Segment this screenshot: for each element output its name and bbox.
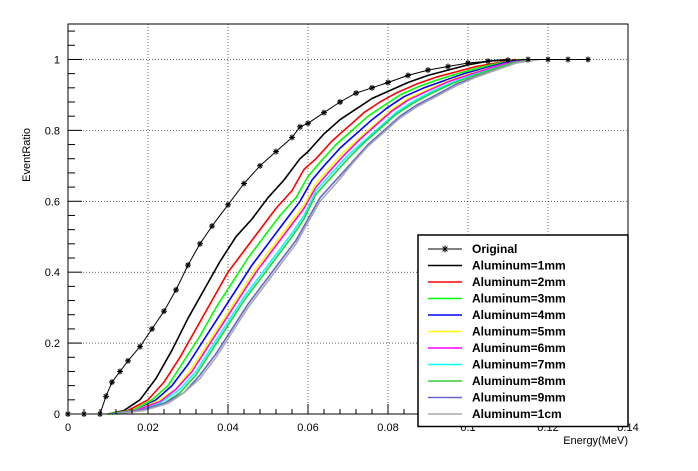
series-point bbox=[289, 134, 295, 141]
series-point bbox=[585, 56, 591, 63]
series-layer bbox=[65, 56, 591, 417]
series-point bbox=[197, 240, 203, 247]
series-line bbox=[107, 58, 521, 415]
series-line bbox=[111, 58, 529, 415]
legend-label: Aluminum=1cm bbox=[472, 407, 562, 421]
y-tick-label: 0.4 bbox=[45, 267, 60, 279]
legend-label: Aluminum=5mm bbox=[472, 325, 566, 339]
series-point bbox=[505, 57, 511, 64]
series-line bbox=[111, 58, 525, 415]
series-point bbox=[565, 56, 571, 63]
legend-label: Aluminum=6mm bbox=[472, 341, 566, 355]
series-point bbox=[369, 84, 375, 91]
series-point bbox=[225, 201, 231, 208]
series-line bbox=[107, 58, 517, 415]
x-tick-label: 0.08 bbox=[377, 422, 398, 434]
series-point bbox=[297, 123, 303, 130]
series-point bbox=[525, 56, 531, 63]
legend-label: Aluminum=8mm bbox=[472, 374, 566, 388]
series-point bbox=[385, 79, 391, 86]
legend-item: Aluminum=9mm bbox=[428, 391, 566, 405]
series-point bbox=[485, 58, 491, 65]
series-point bbox=[405, 72, 411, 79]
legend-item: Aluminum=6mm bbox=[428, 341, 566, 355]
y-tick-label: 0.6 bbox=[45, 196, 60, 208]
legend-label: Aluminum=3mm bbox=[472, 292, 566, 306]
plot-frame bbox=[67, 23, 629, 415]
series-line bbox=[111, 58, 533, 415]
series-point bbox=[149, 325, 155, 332]
x-tick-label: 0.06 bbox=[297, 422, 318, 434]
series-line bbox=[107, 58, 509, 415]
series-point bbox=[273, 148, 279, 155]
y-tick-label: 1 bbox=[54, 54, 60, 66]
x-tick-label: 0 bbox=[65, 422, 71, 434]
series-point bbox=[109, 379, 115, 386]
series-point bbox=[257, 162, 263, 169]
x-tick-label: 0.02 bbox=[137, 422, 158, 434]
y-axis-label: EventRatio bbox=[21, 128, 33, 182]
x-axis-label: Energy(MeV) bbox=[563, 435, 628, 447]
series-point bbox=[321, 109, 327, 116]
legend: Original Aluminum=1mm Aluminum=2mm Aluminum… bbox=[417, 234, 629, 428]
legend-item: Aluminum=7mm bbox=[428, 358, 566, 372]
legend-label: Original bbox=[472, 242, 517, 256]
legend-label: Aluminum=2mm bbox=[472, 275, 566, 289]
y-tick-label: 0.2 bbox=[45, 338, 60, 350]
series-point bbox=[173, 286, 179, 293]
series-point bbox=[305, 120, 311, 127]
legend-item: Aluminum=1cm bbox=[428, 407, 562, 421]
series-point bbox=[241, 180, 247, 187]
series-point bbox=[161, 308, 167, 315]
series-line bbox=[115, 58, 533, 415]
y-tick-label: 0 bbox=[54, 409, 60, 421]
legend-label: Aluminum=7mm bbox=[472, 358, 566, 372]
legend-item: Aluminum=1mm bbox=[428, 259, 566, 273]
series-point bbox=[337, 99, 343, 105]
legend-item: Aluminum=3mm bbox=[428, 292, 566, 306]
legend-item: Aluminum=5mm bbox=[428, 325, 566, 339]
tick-labels: 0 0.02 0.04 0.06 0.08 0.1 0.12 0.1400.20.40.60.… bbox=[45, 54, 639, 434]
series-point bbox=[425, 67, 431, 74]
legend-item: Aluminum=2mm bbox=[428, 275, 566, 289]
x-tick-label: 0.04 bbox=[217, 422, 238, 434]
series-point bbox=[353, 90, 359, 97]
series-point bbox=[117, 368, 123, 375]
series-point bbox=[103, 393, 109, 400]
legend-label: Aluminum=1mm bbox=[472, 259, 566, 273]
series-point bbox=[445, 63, 451, 70]
series-line bbox=[115, 58, 537, 415]
series-line bbox=[111, 58, 529, 415]
series-point bbox=[137, 343, 143, 350]
series-point bbox=[185, 262, 191, 269]
y-tick-label: 0.8 bbox=[45, 125, 60, 137]
legend-item: Aluminum=4mm bbox=[428, 308, 566, 322]
legend-label: Aluminum=9mm bbox=[472, 391, 566, 405]
series-point bbox=[209, 223, 215, 230]
legend-label: Aluminum=4mm bbox=[472, 308, 566, 322]
series-point bbox=[465, 60, 471, 66]
legend-item: Aluminum=8mm bbox=[428, 374, 566, 388]
legend-item: Original bbox=[428, 242, 517, 256]
series-point bbox=[125, 357, 131, 364]
series-point bbox=[545, 56, 551, 63]
series-line bbox=[115, 58, 541, 415]
